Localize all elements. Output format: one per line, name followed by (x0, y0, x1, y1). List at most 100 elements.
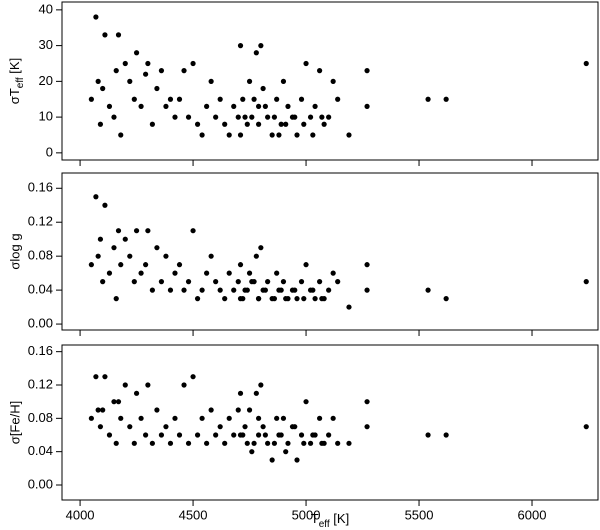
point (158, 68, 165, 74)
point (319, 296, 325, 302)
y-tick-label: 0.12 (28, 376, 53, 391)
point (335, 440, 341, 446)
point (346, 132, 352, 138)
point (237, 262, 244, 268)
point (131, 440, 137, 446)
point (319, 440, 325, 446)
point (194, 432, 201, 438)
point (258, 382, 264, 388)
point (131, 96, 137, 102)
point (199, 287, 205, 293)
point (425, 432, 431, 438)
point (253, 390, 259, 396)
point (276, 287, 282, 293)
y-tick-label: 0.04 (28, 443, 53, 458)
point (303, 262, 309, 268)
point (246, 270, 253, 276)
point (138, 270, 144, 276)
point (276, 132, 282, 138)
point (242, 114, 248, 120)
point (194, 296, 201, 302)
point (226, 132, 232, 138)
point (199, 132, 205, 138)
point (274, 415, 280, 421)
point (115, 399, 122, 405)
point (301, 296, 307, 302)
y-tick-label: 0.08 (28, 410, 53, 425)
label-rest: [K] (7, 58, 22, 78)
point (237, 132, 244, 138)
point (185, 279, 192, 285)
point (364, 103, 370, 109)
point (235, 114, 241, 120)
point (583, 279, 589, 285)
point (280, 415, 287, 421)
point (143, 432, 149, 438)
point (226, 270, 232, 276)
point (172, 270, 178, 276)
point (122, 236, 128, 242)
point (326, 432, 332, 438)
point (292, 424, 298, 430)
point (176, 96, 183, 102)
point (158, 432, 165, 438)
point (251, 96, 257, 102)
point (317, 415, 323, 421)
point (167, 440, 174, 446)
point (237, 43, 244, 49)
label-main: σT (7, 88, 22, 104)
point (111, 245, 117, 251)
x-tick-label: 5500 (405, 507, 434, 522)
point (231, 103, 237, 109)
point (145, 60, 151, 67)
point (303, 399, 309, 405)
point (149, 287, 155, 293)
panel-frame (61, 172, 599, 331)
y-axis-label: σTeff [K] (7, 58, 25, 104)
y-tick-label: 0.00 (28, 476, 53, 491)
point (204, 440, 210, 446)
point (176, 262, 183, 268)
point (298, 432, 305, 438)
point (249, 114, 255, 120)
point (127, 78, 133, 84)
point (237, 432, 244, 438)
point (204, 270, 210, 276)
point (583, 424, 589, 430)
point (274, 96, 280, 102)
point (118, 262, 124, 268)
point (190, 228, 196, 234)
y-tick-label: 0.12 (28, 214, 53, 229)
point (149, 121, 155, 127)
point (100, 85, 106, 92)
point (346, 440, 352, 446)
point (181, 68, 187, 74)
y-axis-label: σlog g (7, 233, 22, 269)
point (292, 287, 298, 293)
point (244, 440, 250, 446)
point (131, 279, 137, 285)
label-main: T (311, 511, 319, 526)
point (310, 132, 316, 138)
point (133, 50, 140, 56)
point (425, 96, 431, 102)
panel-frame (61, 344, 599, 501)
point (253, 50, 259, 56)
point (185, 114, 192, 120)
point (269, 457, 275, 463)
point (167, 287, 174, 293)
point (235, 407, 241, 413)
point (258, 245, 264, 251)
point (194, 121, 201, 127)
point (115, 228, 122, 234)
point (269, 132, 275, 138)
point (265, 114, 271, 120)
x-axis-label: Teff [K] (311, 511, 349, 529)
point (145, 228, 151, 234)
point (330, 270, 336, 276)
label-sub: eff (15, 77, 26, 88)
point (265, 440, 271, 446)
point (283, 121, 289, 127)
point (242, 287, 248, 293)
